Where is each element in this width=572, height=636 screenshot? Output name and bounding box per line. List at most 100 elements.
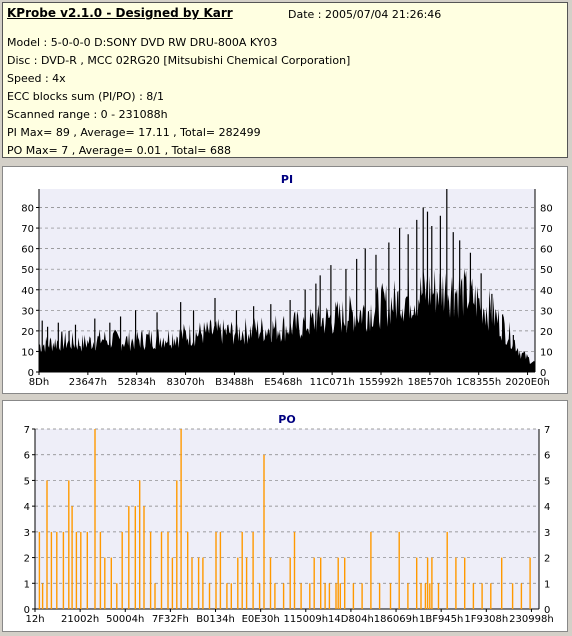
po-bar [344,557,346,609]
po-ytick-right: 1 [544,579,550,590]
po-bar [46,480,48,609]
pi-ytick-right: 10 [540,347,553,358]
pi-chart-title: PI [281,173,293,186]
po-ytick-right: 4 [544,502,550,513]
po-bar [520,583,523,609]
po-xtick-label: 12h [25,614,44,625]
po-bar [370,531,372,609]
po-bar [226,583,228,609]
po-bar [99,531,102,609]
po-bar [56,531,58,609]
po-bar [139,480,141,609]
po-ytick-left: 5 [24,476,30,487]
po-bar [313,557,315,609]
ecc-line: ECC blocks sum (PI/PO) : 8/1 [7,90,164,103]
po-bar [424,583,427,609]
po-xtick-label: 1BF945h [419,614,463,625]
po-bar [289,557,291,609]
po-bar [197,557,200,609]
po-bar [104,557,106,609]
po-xtick-label: 21002h [61,614,99,625]
po-bar [464,557,466,609]
pi-ytick-left: 40 [21,286,34,297]
po-xtick-label: B0134h [196,614,235,625]
po-xtick-label: 50004h [106,614,144,625]
app-title: KProbe v2.1.0 - Designed by Karr [7,6,233,20]
scan-info-panel: KProbe v2.1.0 - Designed by Karr Date : … [2,2,568,158]
po-bar [320,557,322,609]
po-bar [219,531,222,609]
po-bar [75,531,78,609]
pi-stats-line: PI Max= 89 , Average= 17.11 , Total= 282… [7,126,261,139]
po-bar [490,583,492,609]
pi-xtick-label: 8Dh [29,377,49,388]
pi-xtick-label: 1C8355h [456,377,501,388]
po-bar [511,583,514,609]
pi-ytick-right: 60 [540,245,553,256]
pi-area-series [39,267,535,372]
po-chart: PO 0 0 1 1 2 2 3 3 4 4 5 5 6 6 7 7 12h 21002h 50004h 7F32Fh B… [24,413,554,625]
po-bar [389,583,392,609]
po-bar [335,583,337,609]
po-bar [416,557,418,609]
po-bar [94,429,96,609]
pi-xtick-label: 52834h [118,377,156,388]
po-bar [208,583,211,609]
po-ytick-left: 6 [24,451,30,462]
po-bar [437,583,440,609]
po-bar [420,583,422,609]
po-bar [361,583,363,609]
pi-ytick-left: 30 [21,306,34,317]
po-bar [241,531,243,609]
po-bar [328,583,331,609]
po-ytick-left: 1 [24,579,30,590]
po-bar [472,583,475,609]
po-ytick-right: 7 [544,425,550,436]
po-xtick-label: 186069h [374,614,419,625]
po-bar [134,506,136,609]
po-bar [71,506,73,609]
po-bar [245,557,248,609]
po-bar [501,557,503,609]
po-ytick-right: 5 [544,476,550,487]
po-xtick-label: E0E30h [242,614,280,625]
pi-ytick-right: 80 [540,204,553,215]
po-bar [167,531,169,609]
po-bar [41,583,44,609]
po-bar [337,557,339,609]
po-ytick-left: 3 [24,528,30,539]
po-bar [121,531,123,609]
po-stats-line: PO Max= 7 , Average= 0.01 , Total= 688 [7,144,231,157]
po-bar [62,531,65,609]
pi-chart: PI 0 0 10 10 20 20 30 30 40 40 50 50 60 60 70 70 80 80 8Dh 2… [21,173,553,388]
pi-xtick-label: B3488h [215,377,254,388]
po-bar [352,583,355,609]
pi-ytick-left: 50 [21,265,34,276]
po-ytick-left: 2 [24,554,30,565]
po-ytick-right: 6 [544,451,550,462]
po-plot-area [35,429,539,609]
pi-ytick-right: 0 [540,368,546,379]
po-bar [258,583,261,609]
po-bar [50,531,53,609]
pi-ytick-left: 60 [21,245,34,256]
po-bar [339,583,341,609]
pi-ytick-right: 50 [540,265,553,276]
po-bar [68,480,70,609]
po-bar [252,531,254,609]
pi-ytick-left: 70 [21,224,34,235]
po-bar [426,557,429,609]
po-bar [80,531,82,609]
po-bar [263,454,265,609]
pi-xtick-label: E5468h [264,377,302,388]
po-bar [282,583,285,609]
po-ytick-right: 3 [544,528,550,539]
po-bar [309,583,311,609]
po-bar [143,506,145,609]
pi-xtick-label: 23647h [69,377,107,388]
po-bar [481,583,483,609]
po-bar [455,557,457,609]
pi-ytick-right: 30 [540,306,553,317]
po-xtick-label: 7F32Fh [152,614,189,625]
po-bar [180,429,182,609]
